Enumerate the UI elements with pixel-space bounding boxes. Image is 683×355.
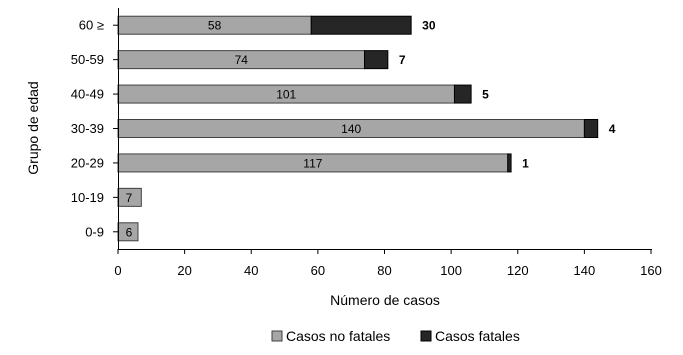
bar-fatal-3 — [583, 119, 599, 138]
label-nonfatal-0: 58 — [208, 19, 222, 33]
label-fatal-0: 30 — [422, 19, 436, 33]
x-axis-title: Número de casos — [330, 292, 440, 308]
legend-swatch-nonfatal — [271, 330, 283, 342]
legend-label-fatal: Casos fatales — [435, 328, 520, 344]
bar-fatal-4 — [507, 153, 512, 173]
x-tick-label-2: 40 — [244, 263, 258, 278]
x-tick-label-7: 140 — [574, 263, 596, 278]
legend-label-nonfatal: Casos no fatales — [286, 328, 390, 344]
y-tick-label-5: 10-19 — [71, 190, 104, 205]
label-fatal-4: 1 — [522, 156, 529, 170]
x-tick-label-8: 160 — [640, 263, 662, 278]
x-tick-label-0: 0 — [114, 263, 121, 278]
label-nonfatal-2: 101 — [276, 88, 296, 102]
bars-group: 58 30 74 7 101 5 140 4 117 1 7 6 — [117, 15, 616, 242]
y-tick-label-4: 20-29 — [71, 155, 104, 170]
label-fatal-1: 7 — [399, 53, 406, 67]
x-tick-label-6: 120 — [507, 263, 529, 278]
label-nonfatal-1: 74 — [235, 53, 249, 67]
label-nonfatal-6: 6 — [126, 225, 133, 239]
bar-fatal-1 — [364, 50, 389, 70]
y-axis-title: Grupo de edad — [25, 81, 41, 174]
label-fatal-3: 4 — [609, 122, 616, 136]
y-tick-label-0: 60 ≥ — [79, 18, 104, 33]
y-tick-label-2: 40-49 — [71, 87, 104, 102]
label-fatal-2: 5 — [482, 88, 489, 102]
label-nonfatal-3: 140 — [341, 122, 361, 136]
x-tick-label-1: 20 — [177, 263, 191, 278]
bar-fatal-2 — [453, 84, 472, 104]
label-nonfatal-5: 7 — [126, 191, 133, 205]
y-tick-label-1: 50-59 — [71, 52, 104, 67]
y-tick-label-3: 30-39 — [71, 121, 104, 136]
label-nonfatal-4: 117 — [303, 156, 322, 170]
x-tick-label-3: 60 — [311, 263, 325, 278]
legend: Casos no fatales Casos fatales — [271, 328, 520, 344]
bar-fatal-0 — [310, 15, 412, 35]
legend-swatch-fatal — [420, 330, 432, 342]
y-tick-label-6: 0-9 — [85, 224, 104, 239]
x-ticks-group: 0 20 40 60 80 100 120 140 160 — [114, 249, 662, 278]
x-tick-label-4: 80 — [377, 263, 391, 278]
x-tick-label-5: 100 — [440, 263, 462, 278]
y-ticks-group: 60 ≥ 50-59 40-49 30-39 20-29 10-19 0-9 — [71, 18, 118, 239]
